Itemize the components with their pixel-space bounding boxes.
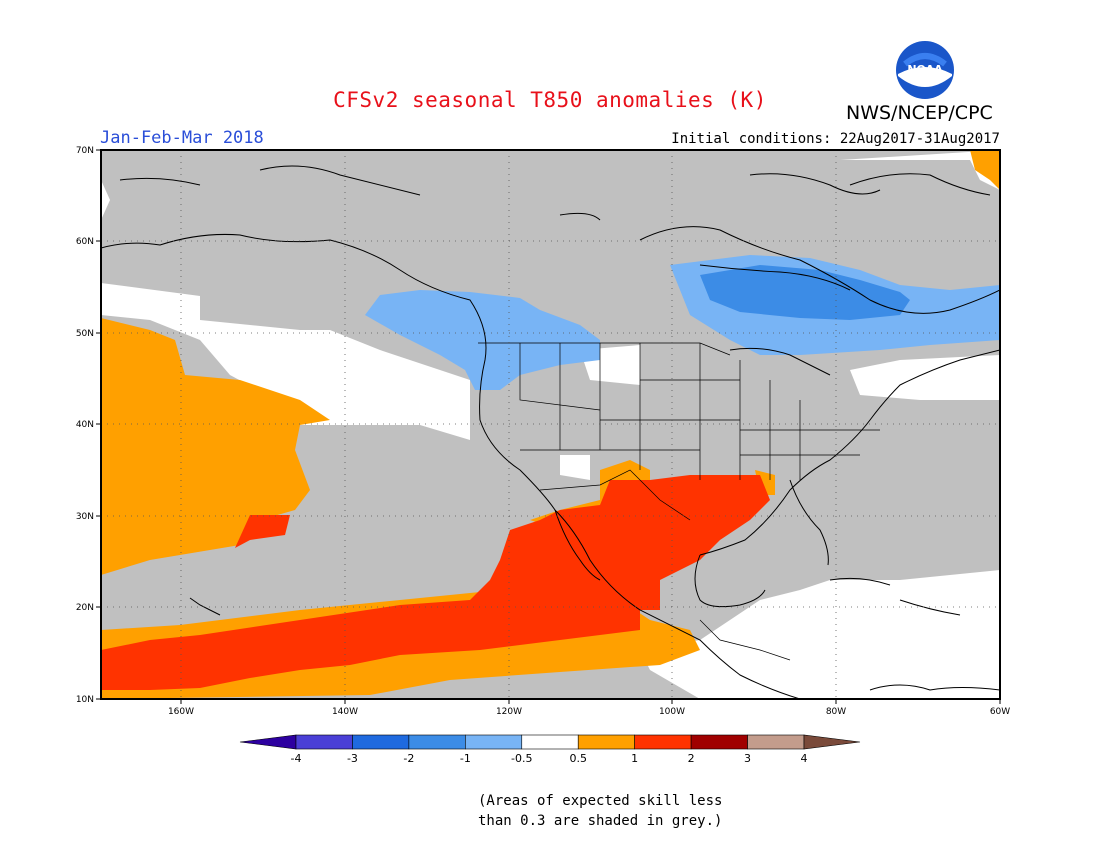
lon-label: 160W [168,707,194,717]
logo-text: NOAA [907,63,943,76]
political-boundaries [478,342,880,661]
lat-label: 20N [76,603,94,613]
footnote: (Areas of expected skill less than 0.3 a… [478,791,722,831]
lat-label: 30N [76,512,94,522]
longitude-labels: 160W 140W 120W 100W 80W 60W [168,707,1010,717]
colorbar: -4 -3 -2 -1 -0.5 0.5 1 2 3 4 [239,734,861,765]
latitude-labels: 70N 60N 50N 40N 30N 20N 10N [76,146,94,705]
colorbar-label: 0.5 [569,752,587,765]
colorbar-label: -3 [347,752,358,765]
lat-label: 70N [76,146,94,156]
colorbar-segment [521,734,579,750]
lat-label: 10N [76,695,94,705]
colorbar-segment [239,734,297,750]
footnote-line: (Areas of expected skill less [478,793,723,809]
colorbar-segment [747,734,805,750]
lat-label: 50N [76,329,94,339]
season-label: Jan-Feb-Mar 2018 [100,128,264,148]
colorbar-segment [634,734,692,750]
lon-label: 60W [990,707,1010,717]
coastlines [101,165,1000,699]
map-title: CFSv2 seasonal T850 anomalies (K) [333,88,767,112]
lon-label: 80W [826,707,846,717]
colorbar-segment [577,734,635,750]
colorbar-label: -1 [460,752,471,765]
colorbar-segment [690,734,748,750]
colorbar-segment [465,734,523,750]
colorbar-label: 2 [688,752,695,765]
footnote-line: than 0.3 are shaded in grey.) [478,813,723,829]
colorbar-segment [352,734,410,750]
blue-regions [700,265,910,320]
lon-label: 140W [332,707,358,717]
lon-label: 100W [659,707,685,717]
lon-label: 120W [496,707,522,717]
colorbar-label: 1 [631,752,638,765]
noaa-logo-icon: NOAA [896,41,954,99]
initial-conditions-label: Initial conditions: 22Aug2017-31Aug2017 [671,131,1000,147]
agency-label: NWS/NCEP/CPC [846,102,993,124]
colorbar-segment [408,734,466,750]
colorbar-segment [295,734,353,750]
colorbar-label: -2 [403,752,414,765]
axis-ticks [96,149,1001,704]
colorbar-label: -4 [291,752,302,765]
colorbar-label: -0.5 [511,752,532,765]
colorbar-label: 3 [744,752,751,765]
colorbar-segment [803,734,861,750]
colorbar-label: 4 [801,752,808,765]
lat-label: 60N [76,237,94,247]
red-regions [101,475,770,690]
lat-label: 40N [76,420,94,430]
